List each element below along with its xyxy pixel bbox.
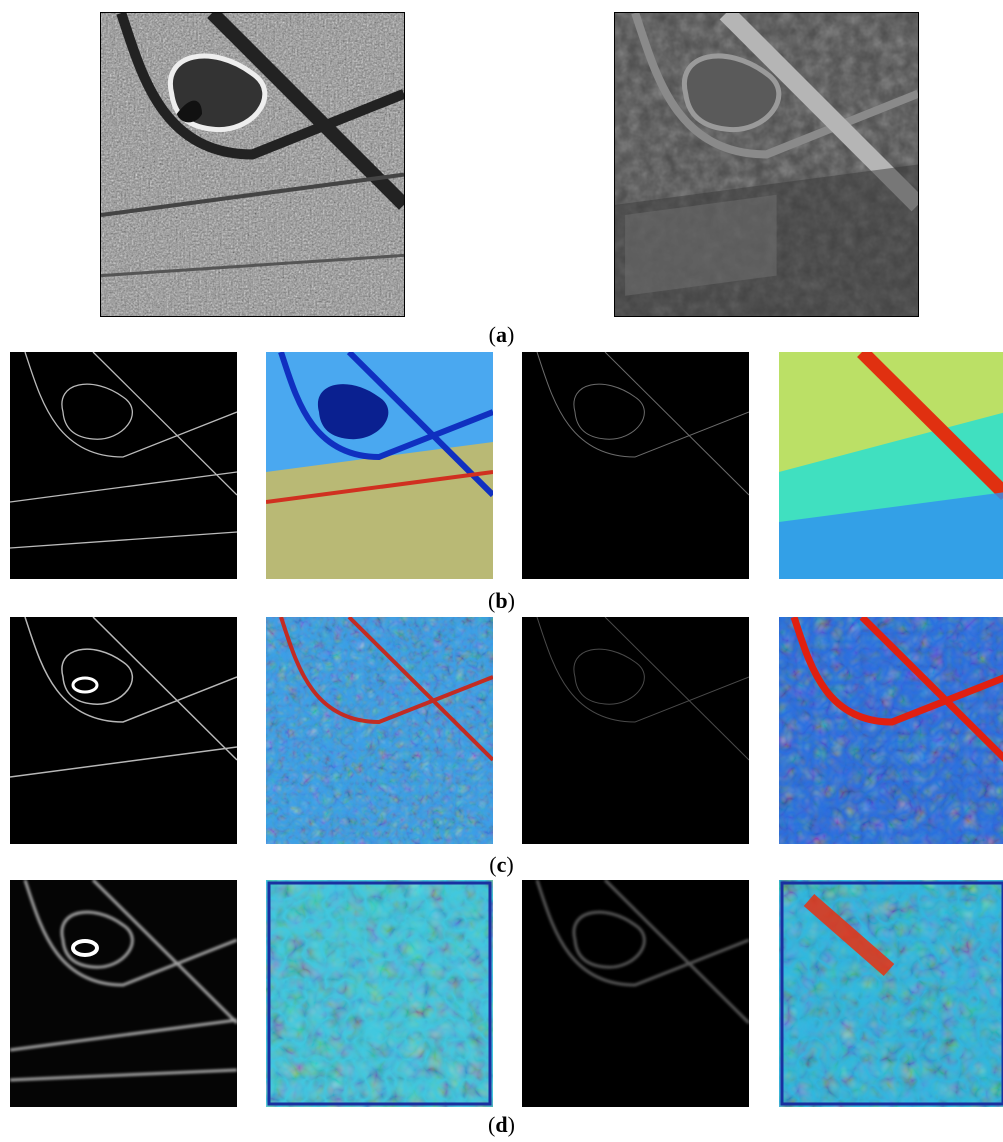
gradient-orientation-sar-b	[266, 352, 493, 579]
panel-label-b-letter: b	[495, 588, 508, 613]
panel-label-d-letter: d	[495, 1112, 508, 1137]
panel-label-c: (c)	[489, 852, 514, 877]
gradient-magnitude-optical-c	[522, 617, 749, 844]
gradient-magnitude-optical-d	[522, 880, 749, 1107]
gradient-magnitude-sar-b	[10, 352, 237, 579]
gradient-orientation-optical-b	[779, 352, 1003, 579]
sar-image	[100, 12, 405, 317]
panel-label-b: (b)	[488, 588, 515, 613]
gradient-orientation-sar-c	[266, 617, 493, 844]
optical-image	[614, 12, 919, 317]
gradient-magnitude-sar-d	[10, 880, 237, 1107]
gradient-orientation-optical-d	[779, 880, 1003, 1107]
gradient-magnitude-sar-c	[10, 617, 237, 844]
gradient-orientation-optical-c	[779, 617, 1003, 844]
panel-label-a-letter: a	[496, 322, 507, 347]
gradient-magnitude-optical-b	[522, 352, 749, 579]
panel-label-c-letter: c	[496, 852, 507, 877]
panel-label-d: (d)	[488, 1112, 515, 1137]
gradient-orientation-sar-d	[266, 880, 493, 1107]
panel-label-a: (a)	[488, 322, 515, 347]
